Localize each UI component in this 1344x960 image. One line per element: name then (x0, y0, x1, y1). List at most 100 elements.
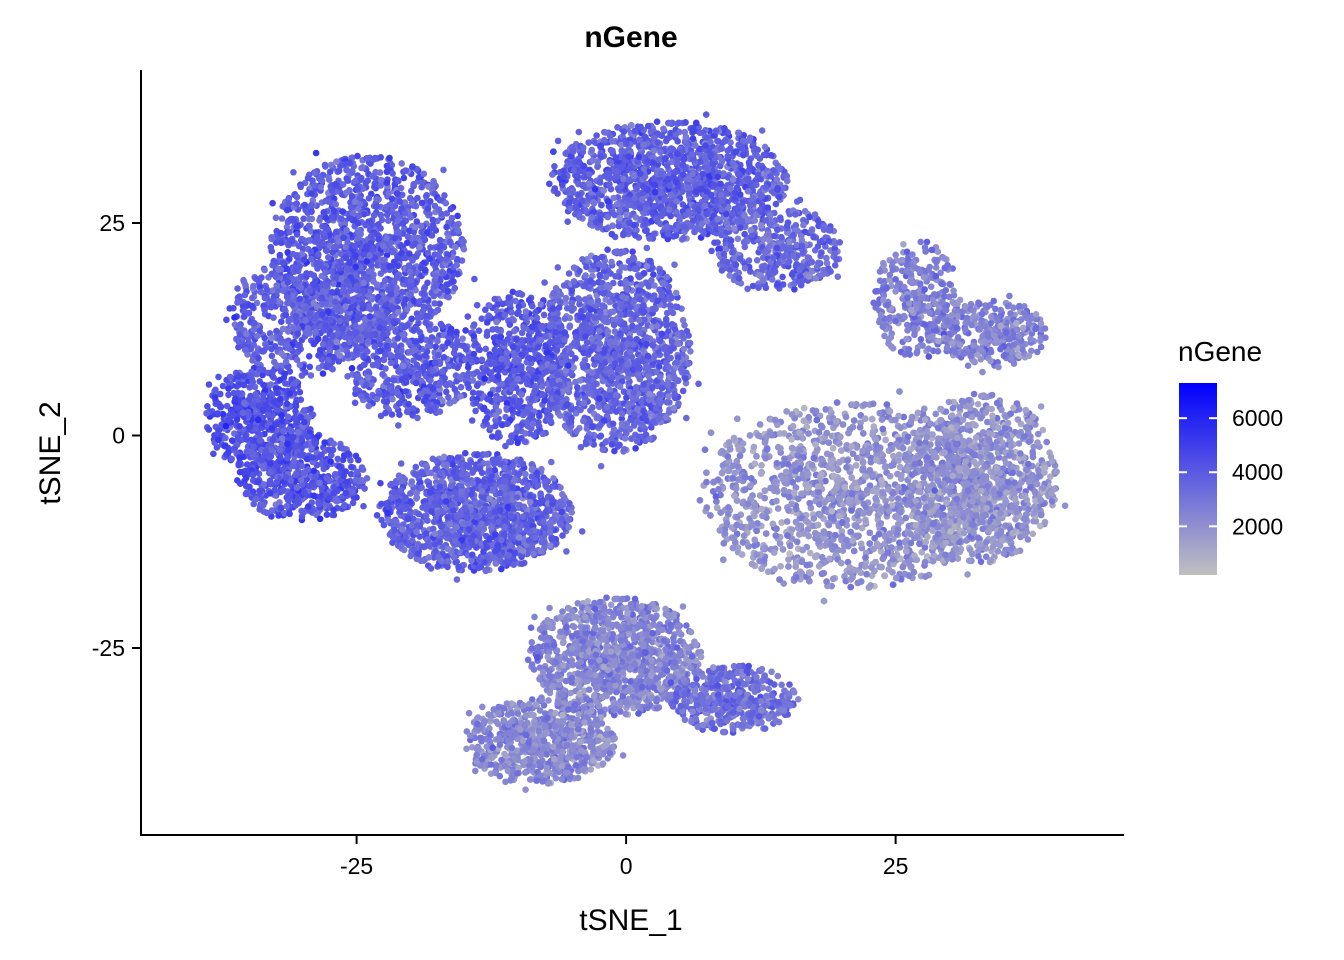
data-point (434, 509, 442, 517)
data-point (383, 211, 391, 219)
data-point (368, 232, 375, 240)
data-point (277, 229, 285, 237)
data-point (442, 498, 450, 505)
data-point (453, 261, 461, 269)
data-point (469, 479, 477, 487)
data-point (333, 158, 340, 165)
data-point (303, 305, 310, 312)
data-point (438, 477, 446, 485)
data-point (235, 338, 243, 346)
data-point (523, 521, 530, 528)
data-point (386, 154, 393, 162)
data-point (360, 502, 367, 510)
data-point (516, 526, 523, 533)
data-point (383, 308, 391, 316)
data-point (343, 227, 350, 234)
data-point (510, 561, 517, 568)
data-point (407, 277, 415, 284)
data-point (469, 551, 476, 559)
data-point (452, 243, 459, 251)
data-point (281, 370, 288, 378)
data-point (332, 201, 340, 208)
data-point (322, 247, 330, 254)
data-point (383, 179, 391, 186)
data-point (380, 356, 388, 364)
data-point (260, 508, 268, 515)
data-point (307, 248, 315, 255)
data-point (383, 168, 391, 176)
data-point (366, 252, 374, 259)
data-point (510, 528, 517, 535)
data-point (481, 505, 488, 513)
data-point (242, 346, 249, 354)
data-point (412, 338, 420, 345)
data-point (338, 215, 345, 222)
data-point (231, 314, 238, 321)
data-point (267, 460, 274, 467)
data-point (340, 502, 348, 510)
data-point (366, 325, 373, 333)
data-point (444, 513, 452, 521)
data-point (446, 454, 453, 462)
data-point (385, 190, 392, 197)
data-point (283, 341, 291, 349)
data-point (423, 530, 430, 537)
data-point (429, 385, 437, 393)
data-point (426, 489, 434, 496)
data-point (288, 428, 296, 435)
data-point (351, 399, 359, 407)
data-point (351, 198, 359, 205)
data-point (305, 503, 312, 510)
data-point (245, 310, 252, 317)
data-point (211, 394, 219, 401)
data-point (453, 513, 461, 521)
data-point (501, 530, 508, 538)
data-point (403, 408, 411, 416)
data-point (410, 228, 418, 236)
data-point (435, 206, 443, 213)
data-point (340, 234, 347, 242)
data-point (225, 448, 232, 456)
data-point (286, 228, 293, 236)
data-point (340, 161, 348, 168)
data-point (407, 290, 415, 298)
data-point (239, 409, 247, 417)
data-point (531, 534, 539, 542)
data-point (420, 170, 428, 178)
data-point (318, 294, 326, 302)
data-point (557, 521, 565, 528)
data-point (404, 515, 412, 523)
data-point (366, 313, 374, 320)
data-point (330, 280, 337, 288)
data-point (443, 530, 450, 538)
data-point (440, 354, 448, 361)
data-point (234, 404, 241, 412)
data-point (526, 529, 533, 536)
data-point (416, 298, 423, 305)
data-point (436, 236, 444, 244)
data-point (444, 545, 452, 553)
data-point (358, 392, 365, 400)
data-point (323, 511, 331, 518)
data-point (303, 455, 311, 463)
data-point (454, 226, 462, 234)
data-point (304, 174, 312, 182)
data-point (409, 405, 417, 412)
data-point (288, 235, 296, 243)
data-point (343, 277, 351, 285)
data-point (432, 261, 439, 268)
data-point (268, 446, 275, 454)
data-point (463, 514, 471, 521)
data-point (424, 205, 432, 212)
data-point (320, 326, 328, 334)
data-point (298, 235, 306, 243)
data-point (278, 318, 285, 326)
data-point (349, 489, 357, 496)
data-point (494, 456, 502, 464)
data-point (407, 490, 414, 497)
data-point (494, 542, 502, 549)
data-point (278, 350, 285, 357)
data-point (312, 440, 319, 448)
data-point (421, 387, 429, 395)
data-point (355, 212, 363, 220)
